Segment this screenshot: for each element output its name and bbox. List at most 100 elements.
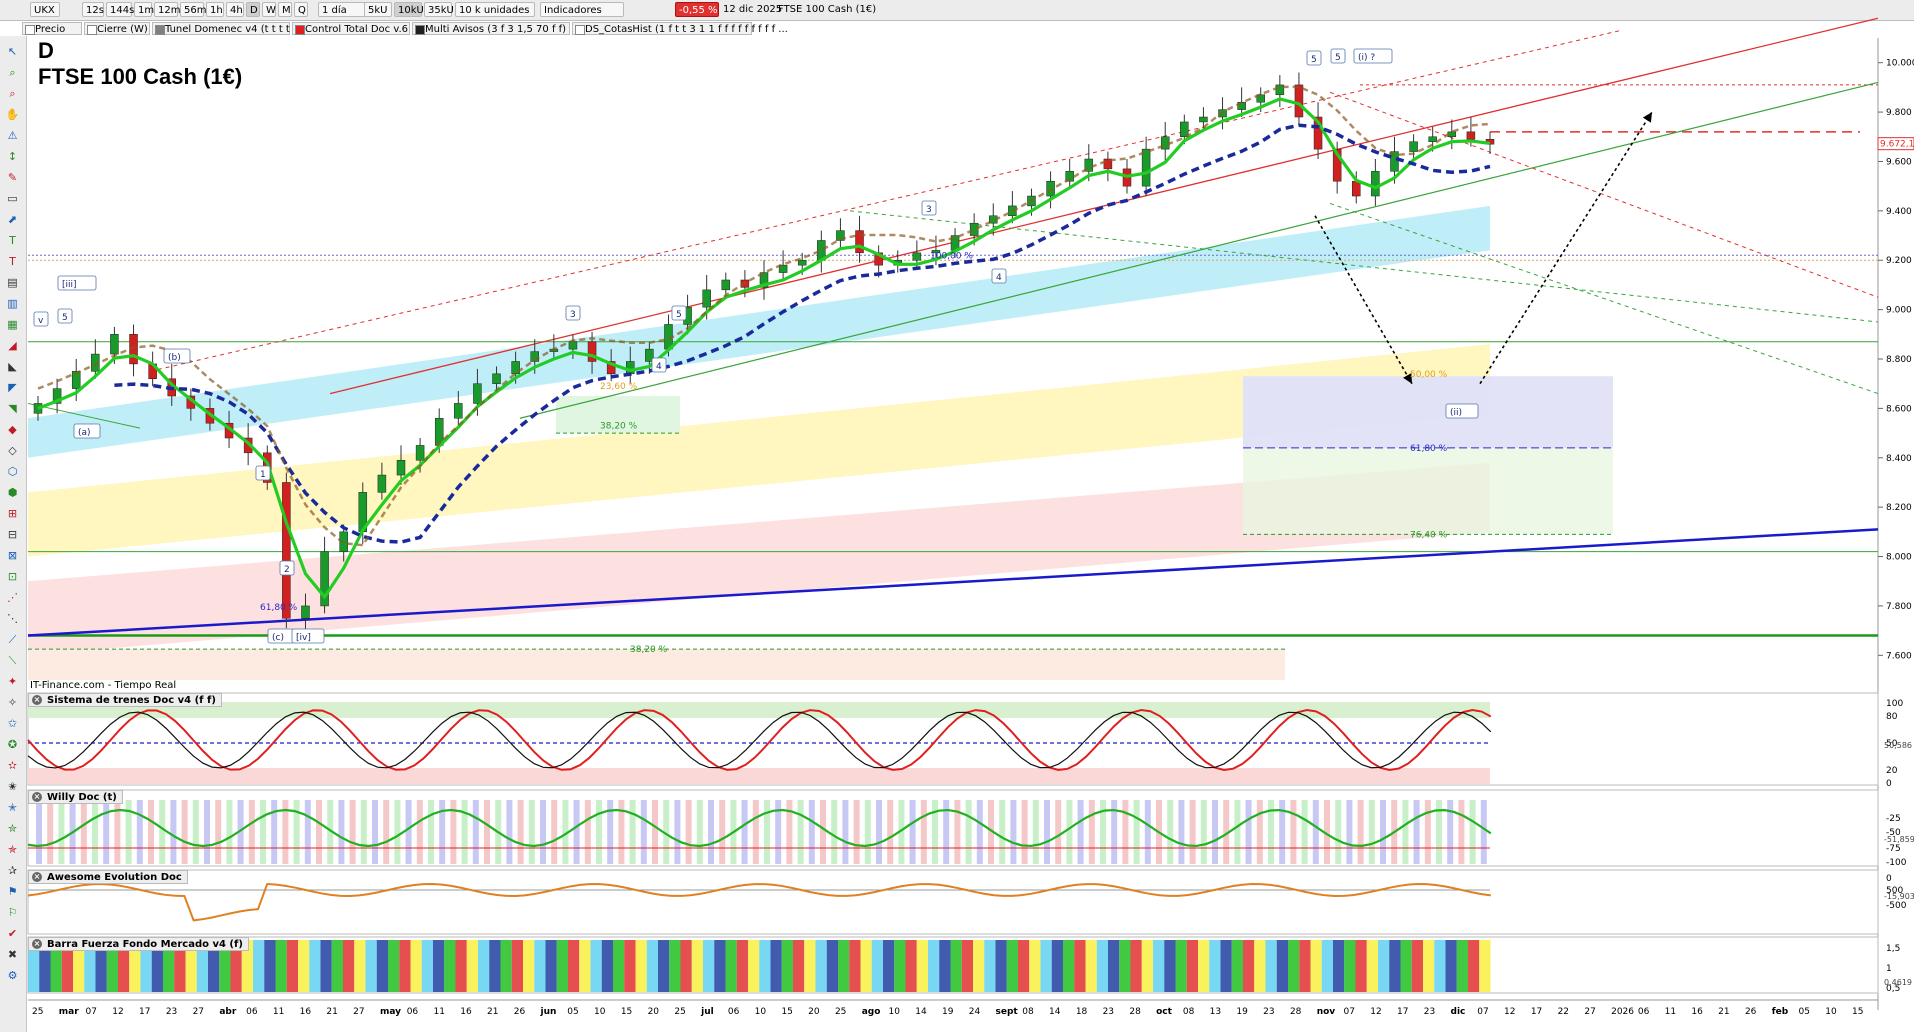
drawing-tool-icon[interactable]: ✫ bbox=[7, 759, 18, 772]
close-icon[interactable]: × bbox=[32, 792, 42, 802]
drawing-tool-icon[interactable]: T bbox=[9, 255, 16, 268]
barra-block bbox=[590, 940, 602, 992]
overbought-band bbox=[28, 702, 1490, 718]
drawing-tool-icon[interactable]: ✪ bbox=[7, 738, 18, 751]
drawing-tool-icon[interactable]: ⬢ bbox=[7, 486, 18, 499]
drawing-tool-icon[interactable]: ✋ bbox=[5, 108, 20, 121]
timeframe-1m[interactable]: 1m bbox=[134, 2, 154, 17]
x-tick-label: 10 bbox=[1825, 1007, 1837, 1017]
drawing-tool-icon[interactable]: ▭ bbox=[7, 192, 18, 205]
unit-10ku[interactable]: 10kU bbox=[394, 2, 424, 17]
y-tick-label: 10.000 bbox=[1886, 59, 1914, 69]
barra-block bbox=[1344, 940, 1356, 992]
panel-header-trenes[interactable]: × Sistema de trenes Doc v4 (f f) bbox=[28, 693, 222, 707]
drawing-tool-icon[interactable]: ✬ bbox=[7, 780, 18, 793]
indicator-tab[interactable]: Control Total Doc v.6 bbox=[292, 22, 410, 35]
wave-label-box bbox=[565, 305, 581, 321]
x-tick-label: 26 bbox=[1745, 1007, 1757, 1017]
drawing-tool-icon[interactable]: ⚑ bbox=[7, 885, 18, 898]
x-tick-label: 11 bbox=[1665, 1007, 1676, 1017]
drawing-tool-icon[interactable]: ✯ bbox=[7, 843, 18, 856]
drawing-tool-icon[interactable]: ◢ bbox=[8, 339, 17, 352]
drawing-tool-icon[interactable]: ✩ bbox=[7, 717, 18, 730]
drawing-tool-icon[interactable]: ⊠ bbox=[7, 549, 18, 562]
drawing-tool-icon[interactable]: ✧ bbox=[7, 696, 18, 709]
timeframe-w[interactable]: W bbox=[262, 2, 276, 17]
willy-bar bbox=[349, 800, 356, 864]
drawing-tool-icon[interactable]: ✖ bbox=[7, 948, 18, 961]
wave-label: 3 bbox=[926, 205, 932, 215]
drawing-tool-icon[interactable]: ⚐ bbox=[7, 906, 18, 919]
close-icon[interactable]: × bbox=[32, 872, 42, 882]
timeframe-m[interactable]: M bbox=[278, 2, 292, 17]
candle bbox=[969, 222, 979, 236]
drawing-tool-icon[interactable]: ✎ bbox=[7, 171, 18, 184]
drawing-tool-icon[interactable]: T bbox=[9, 234, 16, 247]
panel-header-barra[interactable]: × Barra Fuerza Fondo Mercado v4 (f) bbox=[28, 937, 249, 951]
drawing-tool-icon[interactable]: ◥ bbox=[8, 402, 17, 415]
drawing-tool-icon[interactable]: ⚠ bbox=[7, 129, 18, 142]
drawing-tool-icon[interactable]: ⬡ bbox=[7, 465, 18, 478]
drawing-tool-icon[interactable]: ✔ bbox=[7, 927, 18, 940]
panel-header-willy[interactable]: × Willy Doc (t) bbox=[28, 790, 123, 804]
barra-block bbox=[1310, 940, 1322, 992]
y-tick-label: 8.800 bbox=[1886, 355, 1912, 365]
indicator-tab[interactable]: Precio bbox=[22, 22, 82, 35]
drawing-tool-icon[interactable]: ↖ bbox=[7, 45, 18, 58]
timeframe-1h[interactable]: 1h bbox=[206, 2, 224, 17]
drawing-tool-icon[interactable]: ◆ bbox=[8, 423, 17, 436]
indicator-tab[interactable]: Tunel Domenec v4 (t t t t t) bbox=[152, 22, 301, 35]
indicator-tab[interactable]: Cierre (W) bbox=[84, 22, 150, 35]
barra-block bbox=[399, 940, 411, 992]
drawing-tool-icon[interactable]: ◣ bbox=[8, 360, 17, 373]
y-tick-label: 7.800 bbox=[1886, 602, 1912, 612]
drawing-tool-icon[interactable]: ⟍ bbox=[8, 654, 17, 667]
wave-label: 5 bbox=[1335, 53, 1341, 63]
unit-35ku[interactable]: 35kU bbox=[424, 2, 454, 17]
close-icon[interactable]: × bbox=[32, 695, 42, 705]
drawing-tool-icon[interactable]: ⋰ bbox=[7, 591, 18, 604]
drawing-tool-icon[interactable]: ◇ bbox=[8, 444, 17, 457]
timeframe-d[interactable]: D bbox=[246, 2, 260, 17]
drawing-tool-icon[interactable]: ✮ bbox=[7, 822, 18, 835]
x-tick-label: 16 bbox=[460, 1007, 472, 1017]
drawing-tool-icon[interactable]: ▤ bbox=[7, 276, 18, 289]
willy-bar bbox=[562, 800, 569, 864]
unit-5ku[interactable]: 5kU bbox=[364, 2, 392, 17]
drawing-tool-icon[interactable]: ⊡ bbox=[7, 570, 18, 583]
drawing-tool-icon[interactable]: ✭ bbox=[7, 801, 18, 814]
x-tick-label: 28 bbox=[1290, 1007, 1302, 1017]
timeframe-56m[interactable]: 56m bbox=[180, 2, 206, 17]
timeframe-q[interactable]: Q bbox=[294, 2, 308, 17]
willy-bar bbox=[932, 800, 938, 864]
timeframe-12s[interactable]: 12s bbox=[82, 2, 104, 17]
indicators-button[interactable]: Indicadores bbox=[540, 2, 624, 17]
drawing-tool-icon[interactable]: ⌕ bbox=[9, 87, 16, 100]
drawing-tool-icon[interactable]: ⟋ bbox=[8, 633, 17, 646]
panel-header-awesome[interactable]: × Awesome Evolution Doc bbox=[28, 870, 188, 884]
symbol-selector[interactable]: UKX bbox=[30, 2, 60, 17]
drawing-tool-icon[interactable]: ⋱ bbox=[7, 612, 18, 625]
drawing-tool-icon[interactable]: ▦ bbox=[7, 318, 18, 331]
drawing-tool-icon[interactable]: ◤ bbox=[8, 381, 17, 394]
drawing-tool-icon[interactable]: ⊞ bbox=[7, 507, 18, 520]
drawing-tool-icon[interactable]: ⚙ bbox=[7, 969, 18, 982]
drawing-tool-icon[interactable]: ⊟ bbox=[7, 528, 18, 541]
drawing-tool-icon[interactable]: ✦ bbox=[7, 675, 18, 688]
timeframe-4h[interactable]: 4h bbox=[226, 2, 244, 17]
indicator-tab[interactable]: Multi Avisos (3 f 3 1,5 70 f f) bbox=[412, 22, 570, 35]
timeframe-12m[interactable]: 12m bbox=[154, 2, 180, 17]
period-dropdown[interactable]: 1 día bbox=[318, 2, 372, 17]
drawing-tool-icon[interactable]: ▥ bbox=[7, 297, 18, 310]
close-icon[interactable]: × bbox=[32, 939, 42, 949]
drawing-tool-icon[interactable]: ⌕ bbox=[9, 66, 16, 79]
wave-label-box bbox=[671, 305, 687, 321]
drawing-tool-icon[interactable]: ⬈ bbox=[7, 213, 18, 226]
indicator-panel bbox=[27, 789, 1879, 867]
drawing-tool-icon[interactable]: ✰ bbox=[7, 864, 18, 877]
drawing-tool-icon[interactable]: ↕ bbox=[7, 150, 18, 163]
indicator-tab[interactable]: DS_CotasHist (1 f t t 3 1 1 f f f f f f … bbox=[572, 22, 788, 35]
timeframe-144s[interactable]: 144s bbox=[106, 2, 134, 17]
units-dropdown[interactable]: 10 k unidades bbox=[455, 2, 535, 17]
